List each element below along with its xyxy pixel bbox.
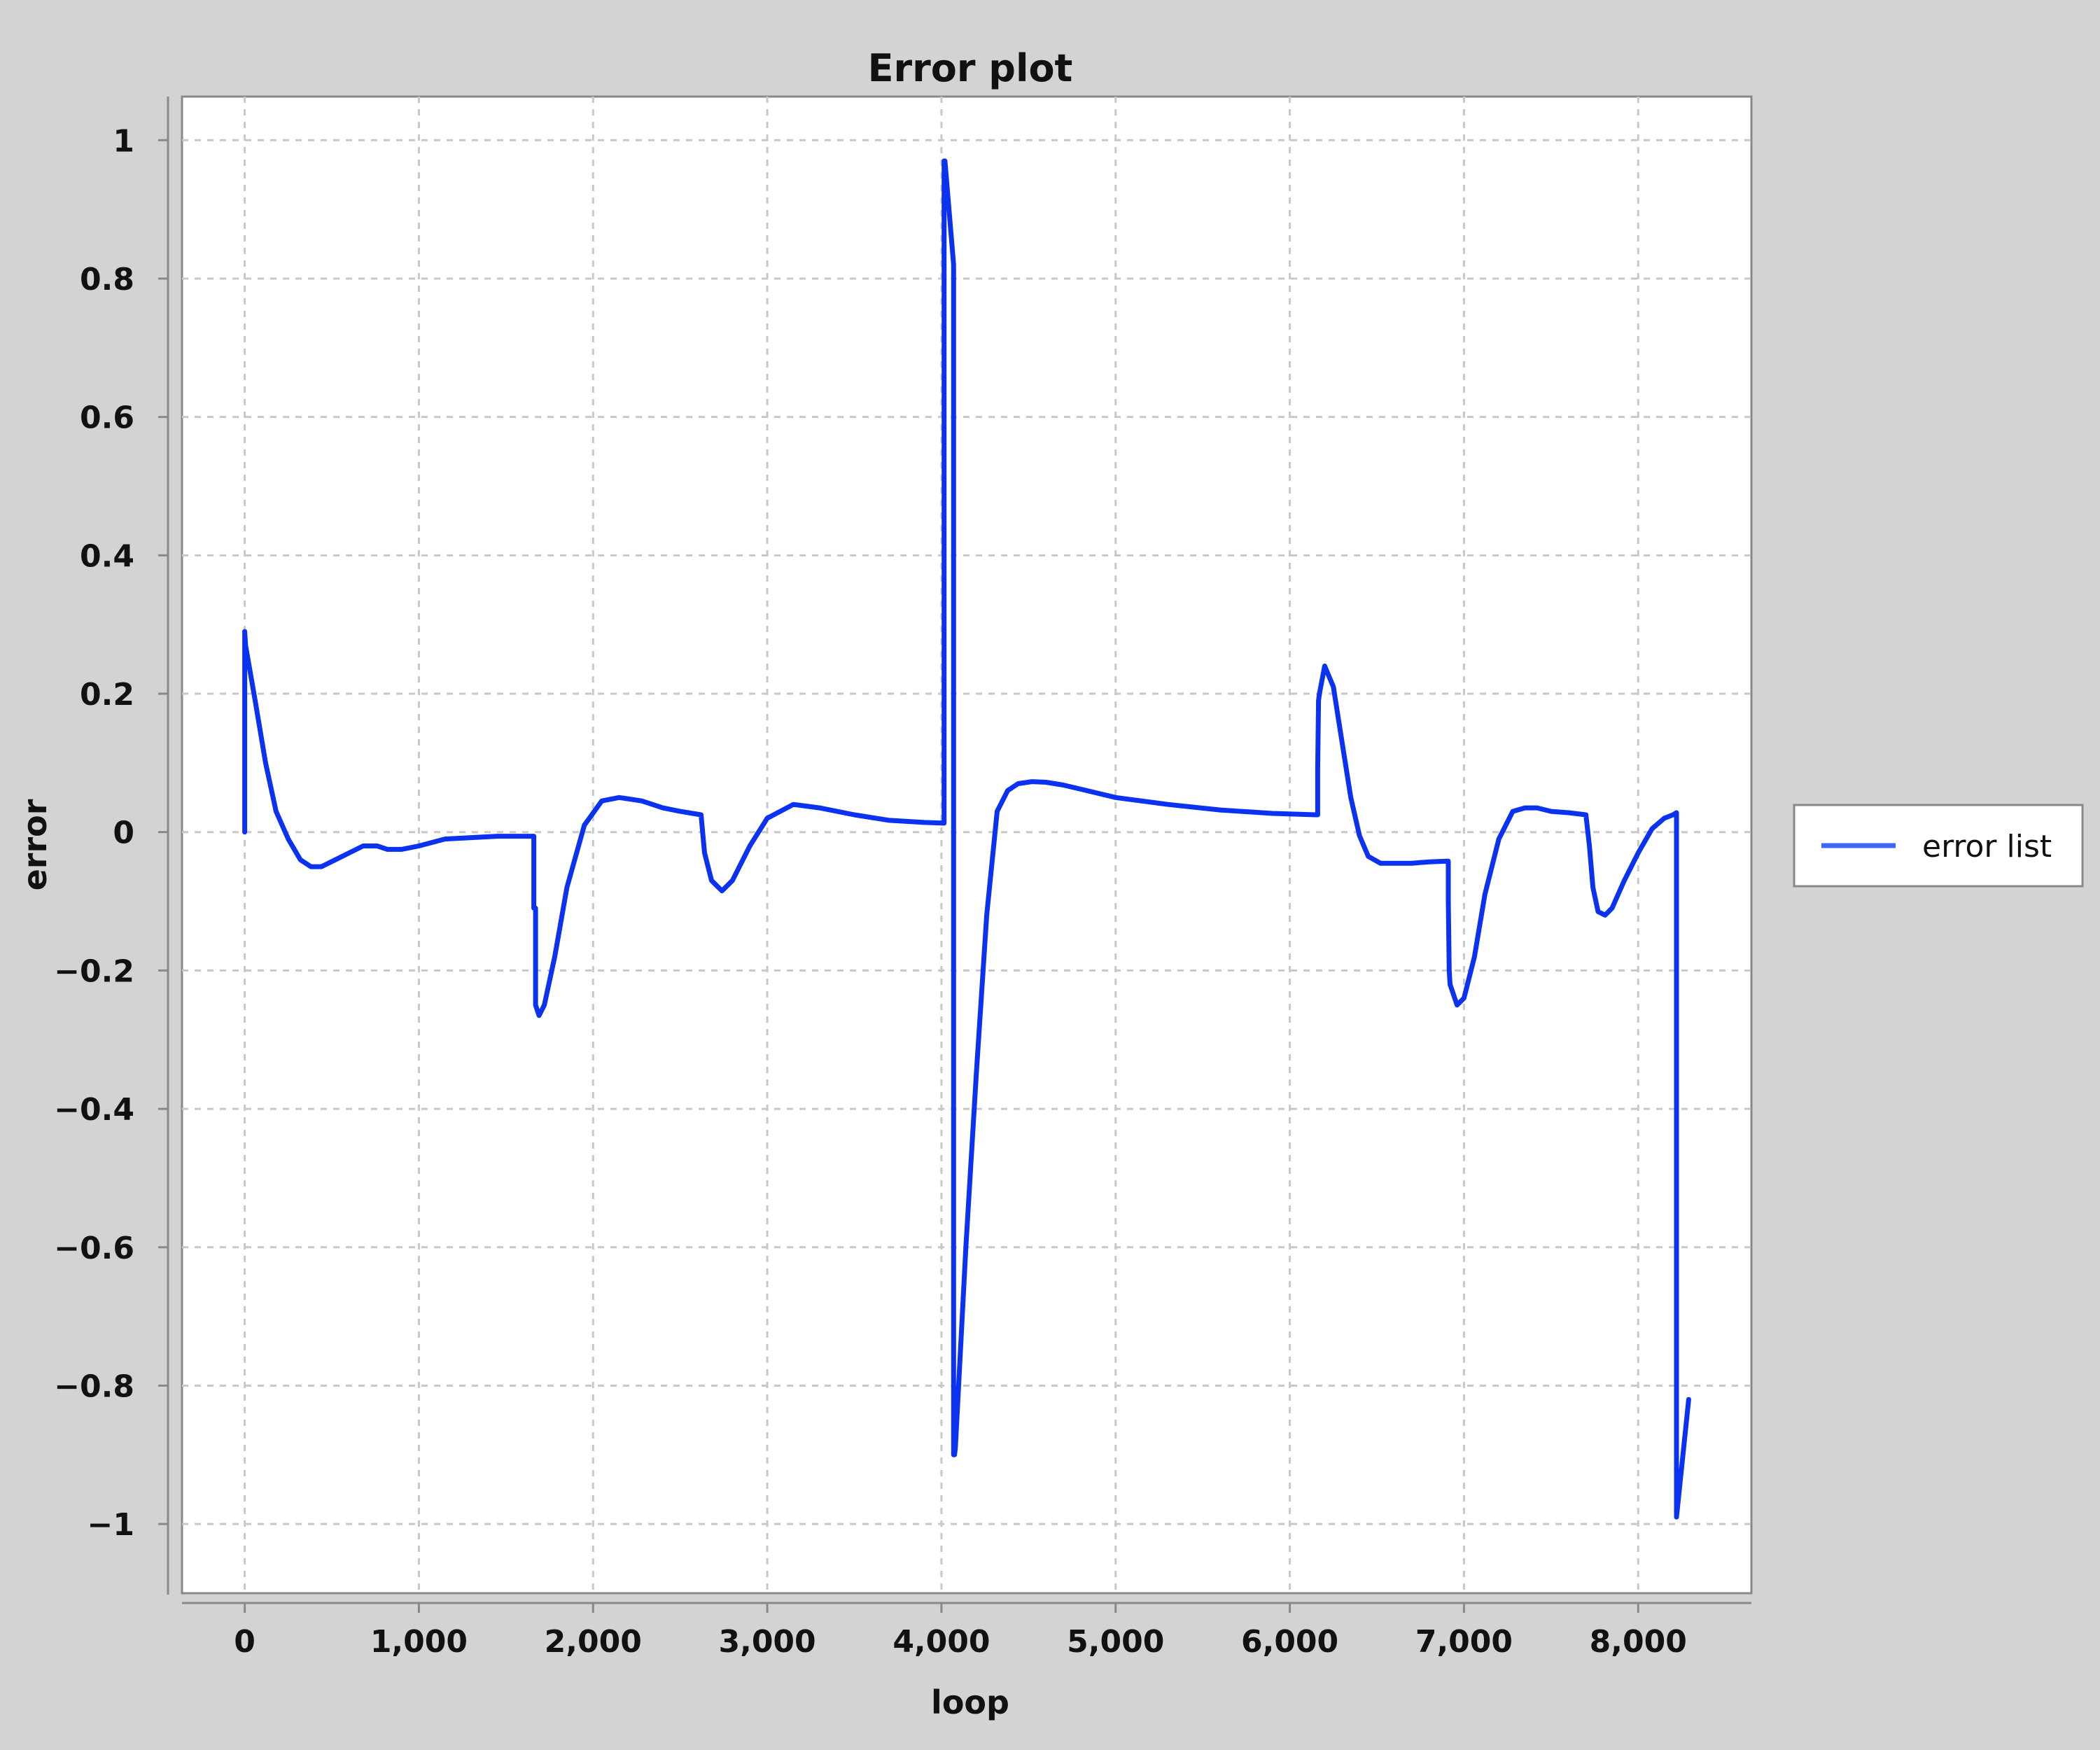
x-tick-label: 1,000 bbox=[370, 1624, 468, 1660]
x-tick-label: 8,000 bbox=[1590, 1624, 1687, 1660]
y-tick-label: 0 bbox=[113, 816, 134, 851]
y-tick-label: 0.6 bbox=[80, 400, 134, 436]
x-tick-label: 6,000 bbox=[1241, 1624, 1338, 1660]
chart-title: Error plot bbox=[868, 46, 1073, 90]
y-tick-label: −0.4 bbox=[54, 1092, 134, 1128]
x-tick-label: 5,000 bbox=[1067, 1624, 1164, 1660]
x-tick-label: 2,000 bbox=[545, 1624, 642, 1660]
y-tick-label: 1 bbox=[113, 123, 134, 159]
y-tick-label: −0.6 bbox=[54, 1231, 134, 1266]
y-tick-label: −0.2 bbox=[54, 953, 134, 989]
x-axis-label: loop bbox=[931, 1684, 1009, 1721]
x-tick-label: 0 bbox=[234, 1624, 255, 1660]
series-line-error-list bbox=[242, 158, 1691, 1520]
y-tick-label: 0.4 bbox=[80, 538, 134, 574]
y-tick-label: −1 bbox=[88, 1507, 134, 1543]
y-tick-label: 0.2 bbox=[80, 677, 134, 713]
x-tick-label: 4,000 bbox=[892, 1624, 990, 1660]
x-axis-ticks: 0 1,000 2,000 3,000 4,000 5,000 6,000 7,000 8,00… bbox=[234, 1603, 1687, 1660]
x-tick-label: 3,000 bbox=[718, 1624, 816, 1660]
y-axis-label: error bbox=[16, 799, 54, 890]
legend-label: error list bbox=[1922, 829, 2052, 864]
plot-area bbox=[181, 95, 1753, 1595]
legend: error list bbox=[1793, 804, 2084, 888]
y-tick-label: −0.8 bbox=[54, 1368, 134, 1404]
y-tick-label: 0.8 bbox=[80, 262, 134, 298]
x-tick-label: 7,000 bbox=[1415, 1624, 1513, 1660]
series-layer bbox=[242, 158, 1691, 1520]
y-axis-ticks: 1 0.8 0.6 0.4 0.2 0 −0.2 −0.4 −0.6 −0.8 −1 bbox=[54, 123, 168, 1543]
